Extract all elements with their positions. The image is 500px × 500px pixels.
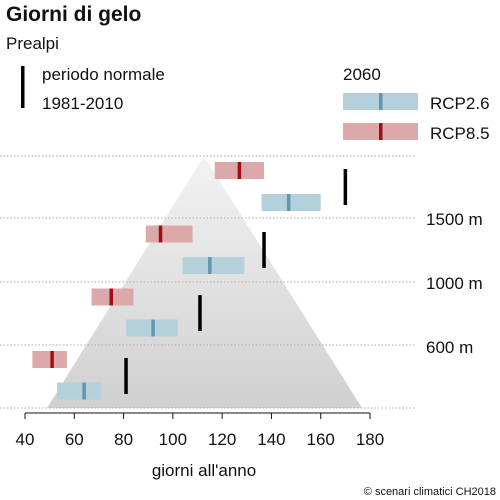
- data-marks: [32, 162, 348, 400]
- elevation-label-1000: 1000 m: [426, 274, 483, 293]
- rcp26-median-mark-1: [208, 257, 212, 274]
- rcp85-range-bar-1: [145, 225, 193, 243]
- elevation-label-600: 600 m: [426, 338, 473, 357]
- rcp85-median-mark-0: [237, 162, 242, 179]
- elevation-gridlines: [0, 155, 415, 409]
- x-tick-label-160: 160: [307, 430, 335, 449]
- chart-subtitle: Prealpi: [6, 34, 59, 53]
- chart-title: Giorni di gelo: [6, 3, 141, 26]
- legend-normal-swatch: [21, 66, 25, 108]
- elevation-band-1: [145, 225, 266, 274]
- normal-period-mark-1: [262, 232, 266, 268]
- rcp26-median-mark-3: [82, 382, 86, 400]
- x-axis-label: giorni all'anno: [152, 461, 256, 480]
- x-tick-label-140: 140: [257, 430, 285, 449]
- rcp85-median-mark-2: [109, 288, 113, 306]
- legend-normal-label-1: periodo normale: [42, 65, 165, 84]
- legend-rcp26-median: [379, 93, 383, 110]
- x-tick-label-40: 40: [16, 430, 35, 449]
- elevation-band-3: [32, 351, 128, 400]
- rcp85-median-mark-3: [50, 351, 54, 368]
- normal-period-mark-2: [198, 295, 202, 331]
- rcp26-range-bar-3: [57, 382, 102, 400]
- legend-rcp85-median: [379, 123, 383, 140]
- x-tick-label-120: 120: [208, 430, 236, 449]
- x-tick-label-100: 100: [159, 430, 187, 449]
- x-tick-label-180: 180: [356, 430, 384, 449]
- legend-normal-label-2: 1981-2010: [42, 94, 123, 113]
- rcp26-range-bar-0: [261, 194, 321, 211]
- x-tick-label-60: 60: [65, 430, 84, 449]
- legend: periodo normale 1981-2010 2060 RCP2.6 RC…: [21, 65, 490, 143]
- elevation-band-2: [91, 288, 202, 337]
- rcp26-range-bar-1: [182, 257, 245, 274]
- x-axis-ticks: 40 60 80 100 120 140 160 180: [16, 413, 384, 449]
- credit-text: © scenari climatici CH2018: [364, 486, 496, 498]
- elevation-label-1500: 1500 m: [426, 210, 483, 229]
- legend-scenario-title: 2060: [343, 65, 381, 84]
- normal-period-mark-3: [124, 358, 128, 394]
- normal-period-mark-0: [343, 169, 348, 205]
- elevation-band-0: [214, 162, 348, 211]
- legend-rcp85-label: RCP8.5: [430, 124, 490, 143]
- rcp85-range-bar-3: [32, 351, 67, 368]
- rcp26-median-mark-2: [151, 319, 155, 337]
- legend-rcp26-label: RCP2.6: [430, 94, 490, 113]
- rcp26-median-mark-0: [286, 194, 291, 211]
- rcp85-median-mark-1: [158, 225, 163, 243]
- x-tick-label-80: 80: [114, 430, 133, 449]
